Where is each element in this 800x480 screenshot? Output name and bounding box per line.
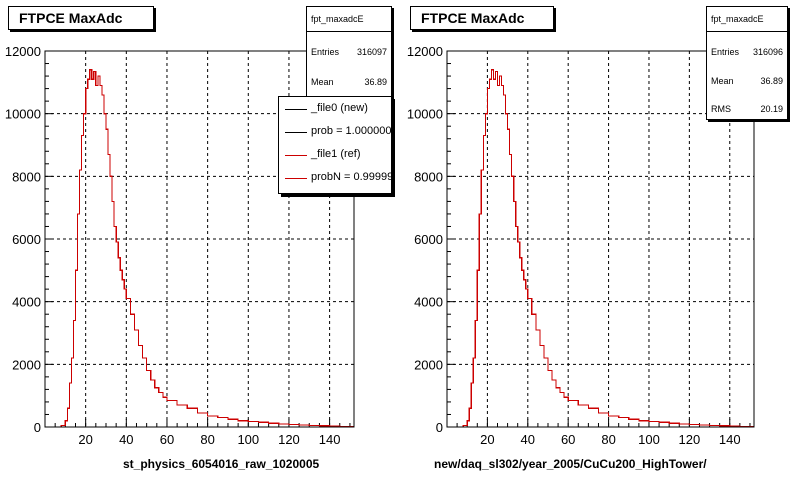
stats-name: fpt_maxadcE: [307, 7, 391, 32]
y-tick-label: 8000: [12, 169, 41, 184]
plot-frame: [446, 50, 755, 428]
plot-title-right: FTPCE MaxAdc: [410, 6, 554, 30]
legend-swatch: [285, 132, 307, 133]
histogram-pad-right: 20 40 60 80 100 120 140 0 2000 4000 6000 8000 10000 1…: [407, 44, 755, 447]
legend-swatch: [285, 109, 307, 110]
legend-entry-file1: _file1 (ref): [279, 145, 391, 167]
y-tick-label: 12000: [407, 44, 443, 59]
y-tick-label: 2000: [414, 357, 443, 372]
stats-mean-value: 36.89: [760, 76, 783, 86]
x-tick-label: 40: [521, 432, 535, 447]
legend-swatch: [285, 178, 307, 179]
stats-mean-label: Mean: [311, 77, 334, 87]
stats-mean-value: 36.89: [364, 77, 387, 87]
stats-entries-label: Entries: [311, 47, 340, 57]
stats-mean-row: Mean 36.89: [711, 74, 783, 88]
stats-entries-value: 316096: [752, 47, 783, 57]
stats-box-left: fpt_maxadcE Entries 316097 Mean 36.89: [306, 6, 392, 102]
x-tick-label: 60: [561, 432, 575, 447]
legend-label: _file1 (ref): [311, 148, 361, 160]
stats-rms-value: 20.19: [760, 104, 783, 114]
legend-label: probN = 0.999999: [311, 171, 392, 183]
x-tick-label: 120: [278, 432, 300, 447]
stats-mean-label: Mean: [711, 76, 734, 86]
legend-entry-prob: prob = 1.000000: [279, 122, 392, 144]
x-tick-label: 20: [78, 432, 92, 447]
y-tick-label: 6000: [414, 232, 443, 247]
x-tick-label: 20: [480, 432, 494, 447]
x-tick-label: 60: [160, 432, 174, 447]
y-tick-label: 8000: [414, 169, 443, 184]
x-tick-label: 140: [719, 432, 741, 447]
y-tick-label: 12000: [5, 44, 41, 59]
legend-entry-file0: _file0 (new): [279, 99, 391, 121]
stats-entries-row: Entries 316096: [711, 45, 783, 59]
stats-mean-row: Mean 36.89: [311, 75, 387, 89]
y-tick-label: 4000: [12, 295, 41, 310]
y-tick-label: 10000: [407, 107, 443, 122]
stats-rms-label: RMS: [711, 104, 731, 114]
legend-swatch: [285, 155, 307, 156]
legend-box: _file0 (new) prob = 1.000000 _file1 (ref…: [278, 96, 392, 194]
plot-frame: [44, 50, 355, 428]
stats-box-right: fpt_maxadcE Entries 316096 Mean 36.89 RM…: [706, 6, 788, 120]
x-tick-label: 100: [638, 432, 660, 447]
stats-entries-row: Entries 316097: [311, 45, 387, 59]
x-tick-label: 140: [319, 432, 341, 447]
x-axis-title-right: new/daq_sl302/year_2005/CuCu200_HighTowe…: [434, 457, 707, 471]
plot-title-left: FTPCE MaxAdc: [8, 6, 154, 30]
legend-entry-probn: probN = 0.999999: [279, 168, 392, 190]
y-tick-label: 6000: [12, 232, 41, 247]
y-tick-label: 4000: [414, 295, 443, 310]
x-tick-label: 80: [200, 432, 214, 447]
stats-entries-label: Entries: [711, 47, 740, 57]
stats-name: fpt_maxadcE: [707, 7, 787, 32]
legend-label: prob = 1.000000: [311, 125, 392, 137]
x-tick-label: 100: [237, 432, 259, 447]
y-tick-label: 10000: [5, 107, 41, 122]
x-tick-label: 80: [601, 432, 615, 447]
x-axis-title-left: st_physics_6054016_raw_1020005: [123, 457, 320, 471]
y-tick-label: 2000: [12, 357, 41, 372]
stats-rms-row: RMS 20.19: [711, 102, 783, 116]
y-tick-label: 0: [34, 420, 41, 435]
y-tick-label: 0: [436, 420, 443, 435]
stats-entries-value: 316097: [356, 47, 387, 57]
histogram-series-line: [447, 69, 754, 428]
x-tick-label: 120: [679, 432, 701, 447]
legend-label: _file0 (new): [311, 102, 368, 114]
x-tick-label: 40: [119, 432, 133, 447]
histogram-series-line: [45, 69, 354, 428]
